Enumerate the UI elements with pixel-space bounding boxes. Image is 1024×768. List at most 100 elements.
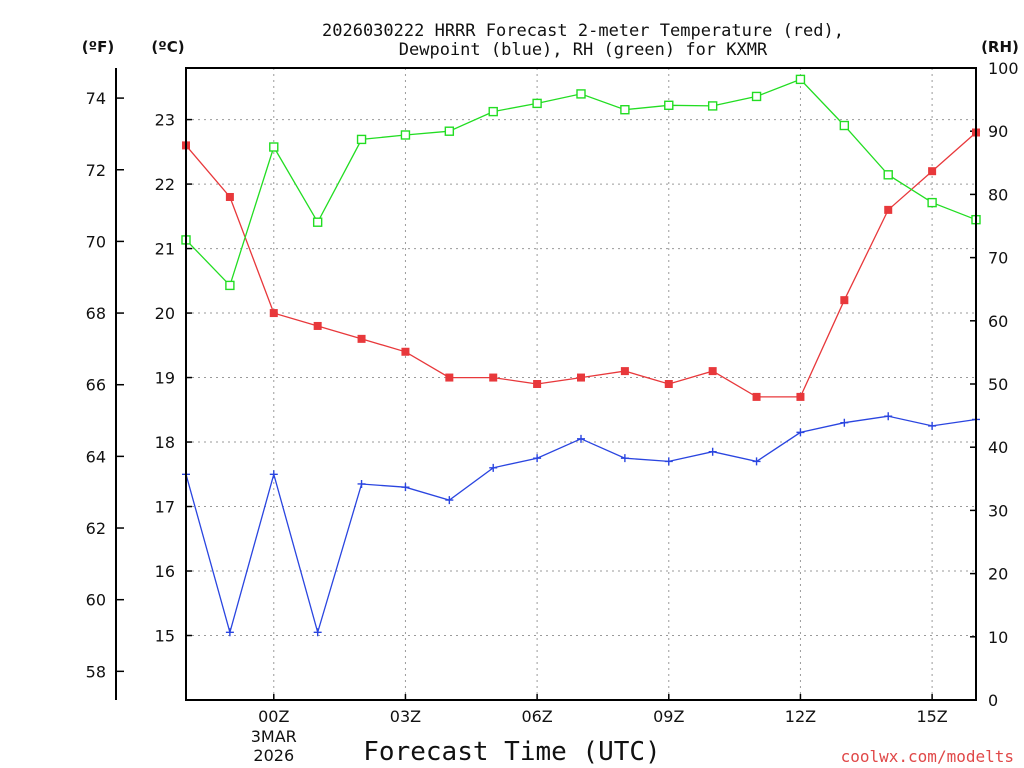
rh-point (707, 101, 718, 111)
temperature-point (884, 205, 893, 214)
rh-point (883, 170, 893, 180)
rh-point (839, 120, 850, 131)
temperature-point (313, 321, 322, 330)
fahrenheit-tick-label: 74 (86, 89, 106, 108)
fahrenheit-tick-label: 70 (86, 232, 106, 251)
fahrenheit-tick-label: 66 (86, 376, 106, 395)
x-tick-label: 09Z (653, 707, 684, 726)
dewpoint-point (577, 434, 585, 443)
rh-unit-label: (RH) (981, 38, 1019, 56)
dewpoint-point (401, 483, 410, 492)
temperature-point (225, 192, 234, 201)
temperature-point (796, 392, 805, 401)
celsius-tick-label: 20 (155, 304, 175, 323)
x-axis-title: Forecast Time (UTC) (363, 737, 660, 767)
rh-point (444, 126, 455, 136)
temperature-line (185, 132, 977, 398)
dewpoint-point (489, 463, 498, 472)
dewpoint-point (445, 496, 454, 505)
temperature-point (445, 373, 454, 382)
x-tick-label: 15Z (916, 707, 947, 726)
rh-point (356, 134, 367, 145)
rh-tick-label: 60 (988, 312, 1008, 331)
rh-tick-label: 0 (988, 691, 998, 710)
celsius-tick-label: 19 (155, 369, 175, 388)
rh-tick-label: 40 (988, 438, 1008, 457)
fahrenheit-tick-label: 60 (86, 591, 106, 610)
temperature-point (357, 334, 366, 343)
rh-point (620, 105, 630, 115)
dewpoint-point (928, 421, 937, 430)
dewpoint-point (708, 447, 717, 456)
dewpoint-point (313, 628, 322, 637)
x-tick-label: 12Z (785, 707, 816, 726)
rh-axis: 0 10 20 30 40 50 60 70 80 90 100 (970, 59, 1019, 710)
temperature-point (752, 392, 761, 401)
chart-title-line-2: Dewpoint (blue), RH (green) for KXMR (399, 40, 768, 60)
celsius-tick-label: 23 (155, 111, 175, 130)
celsius-tick-label: 16 (155, 562, 175, 581)
rh-tick-label: 50 (988, 375, 1008, 394)
grid-lines (186, 68, 976, 700)
celsius-tick-label: 18 (155, 433, 175, 452)
rh-point (751, 91, 762, 102)
chart-title-line-1: 2026030222 HRRR Forecast 2-meter Tempera… (322, 21, 844, 41)
series-layer (181, 74, 981, 637)
fahrenheit-axis: 58 60 62 64 66 68 70 72 74 (86, 68, 124, 700)
fahrenheit-tick-label: 72 (86, 161, 106, 180)
fahrenheit-tick-label: 58 (86, 662, 106, 681)
fahrenheit-unit-label: (ºF) (82, 38, 114, 56)
rh-line (185, 78, 977, 287)
dewpoint-line (185, 415, 977, 635)
rh-tick-label: 10 (988, 628, 1008, 647)
celsius-tick-label: 17 (155, 498, 175, 517)
dewpoint-point (664, 457, 673, 466)
celsius-axis: 15 16 17 18 19 20 21 22 23 (155, 111, 192, 646)
rh-point (795, 74, 806, 85)
dewpoint-point (752, 457, 761, 466)
dewpoint-point (796, 428, 805, 437)
rh-tick-label: 90 (988, 122, 1008, 141)
dewpoint-point (269, 470, 278, 479)
dewpoint-point (884, 412, 893, 421)
x-tick-label: 00Z (258, 707, 289, 726)
fahrenheit-tick-label: 68 (86, 304, 106, 323)
celsius-tick-label: 22 (155, 175, 175, 194)
x-tick-date-year: 2026 (253, 746, 294, 765)
x-tick-date-month: 3MAR (251, 727, 297, 746)
rh-point (488, 106, 498, 117)
rh-point (664, 100, 674, 110)
x-tick-label: 03Z (390, 707, 421, 726)
temperature-point (533, 380, 542, 388)
fahrenheit-tick-label: 64 (86, 447, 106, 466)
rh-point (532, 98, 542, 109)
rh-tick-label: 70 (988, 249, 1008, 268)
rh-tick-label: 30 (988, 501, 1008, 520)
temperature-point (401, 347, 410, 356)
celsius-tick-label: 21 (155, 240, 175, 259)
temperature-point (489, 373, 498, 382)
rh-tick-label: 20 (988, 565, 1008, 584)
rh-point (225, 280, 235, 291)
temperature-point (620, 367, 629, 376)
celsius-unit-label: (ºC) (151, 38, 184, 56)
dewpoint-point (357, 479, 366, 488)
fahrenheit-tick-label: 62 (86, 519, 106, 538)
rh-point (269, 142, 279, 152)
temperature-point (928, 167, 937, 176)
rh-point (927, 197, 937, 208)
dewpoint-point (620, 454, 629, 463)
celsius-tick-label: 15 (155, 627, 175, 646)
dewpoint-point (840, 418, 849, 427)
temperature-point (840, 296, 849, 305)
dewpoint-point (533, 454, 542, 463)
rh-point (312, 217, 323, 227)
rh-tick-label: 80 (988, 185, 1008, 204)
dewpoint-point (225, 628, 234, 637)
temperature-point (269, 309, 278, 318)
temperature-point (664, 380, 673, 388)
rh-point (576, 89, 586, 99)
temperature-point (577, 373, 585, 382)
